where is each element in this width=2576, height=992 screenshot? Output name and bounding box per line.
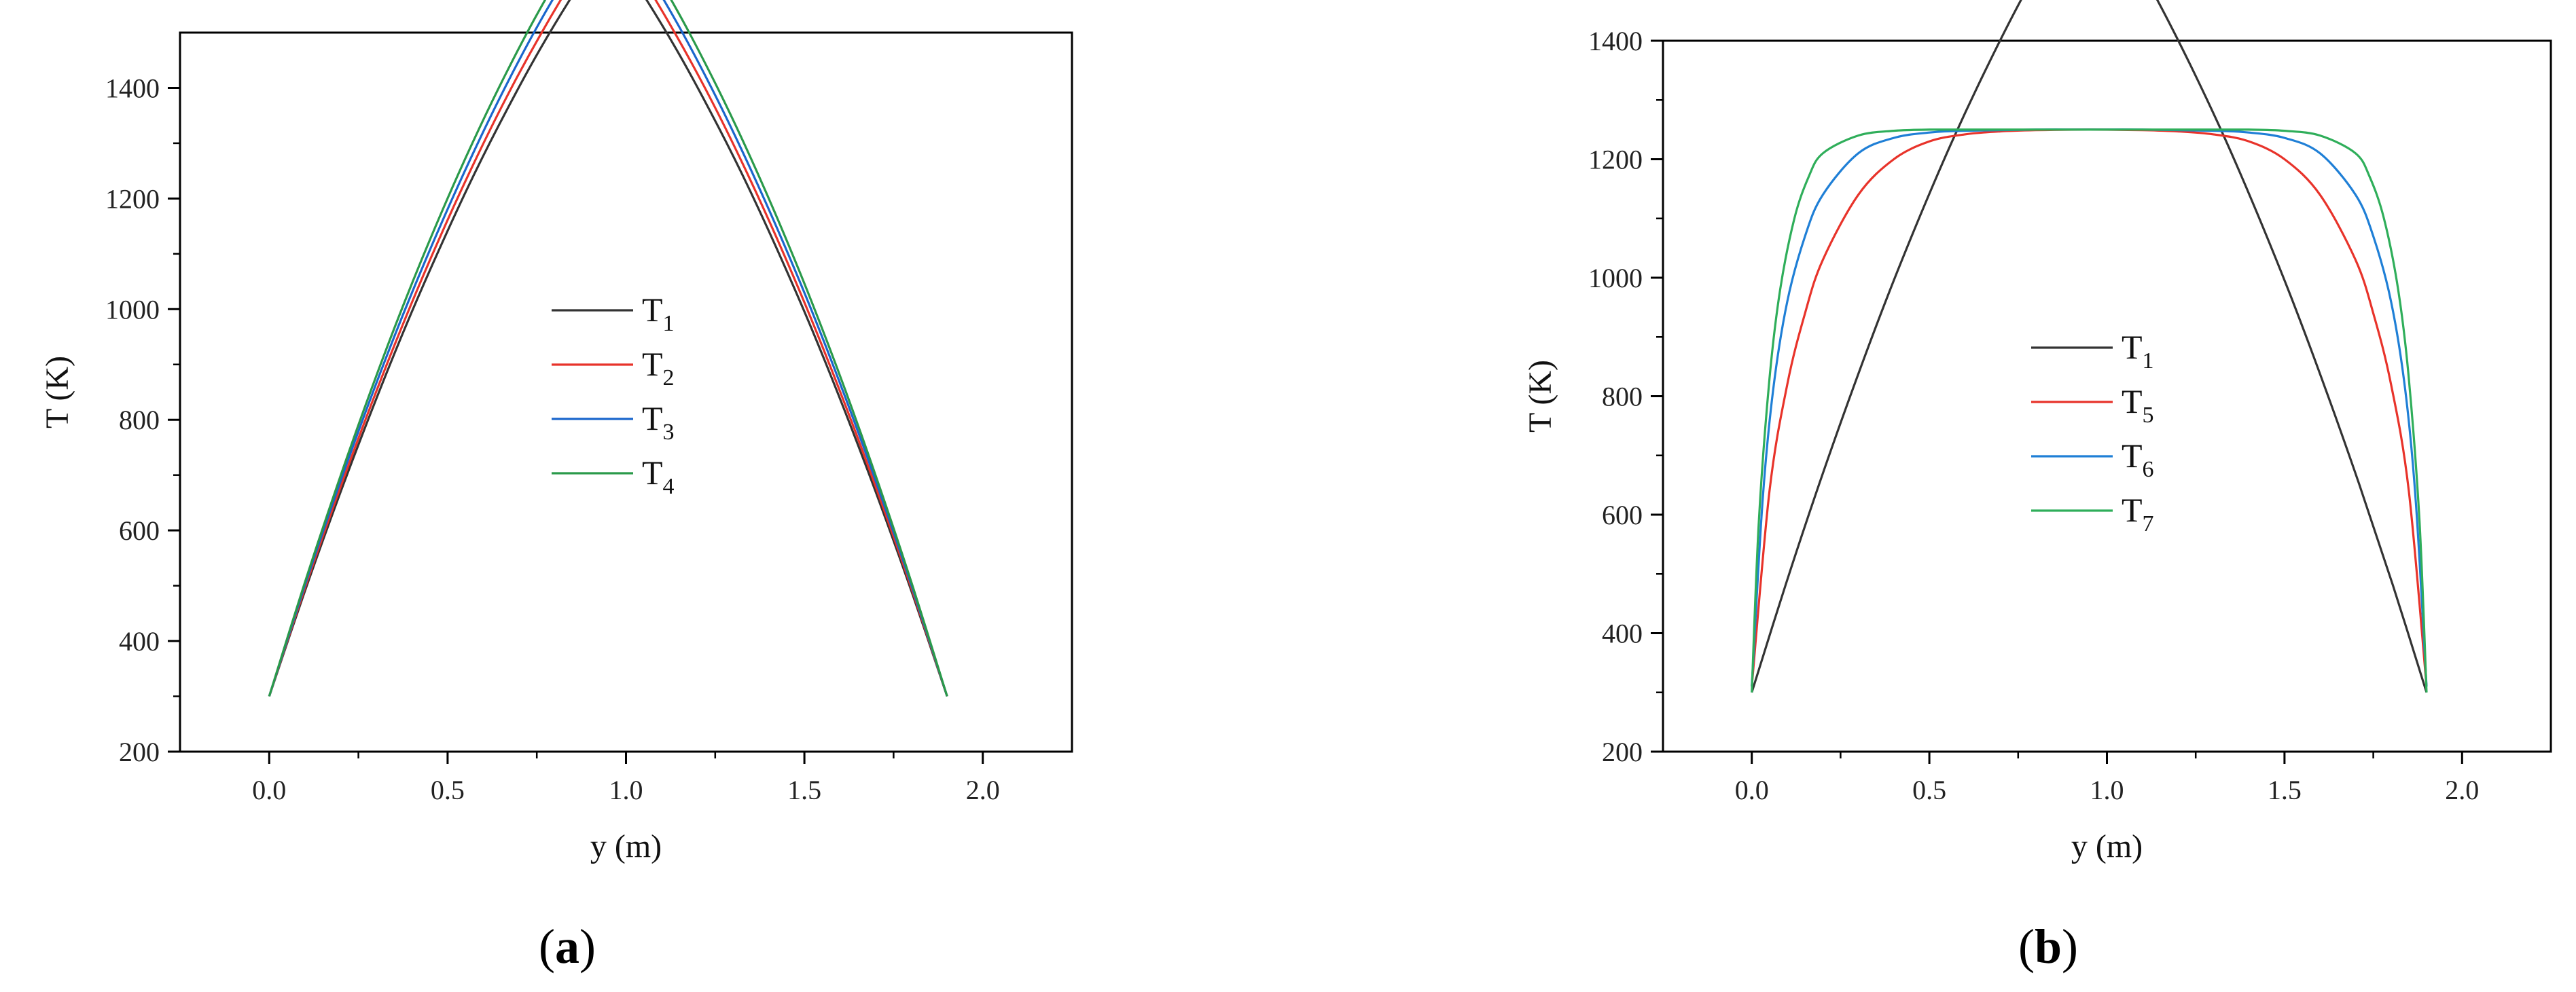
y-axis-label: T (K) <box>1522 360 1558 433</box>
y-axis-label: T (K) <box>39 356 75 428</box>
legend-label: T3 <box>642 399 675 445</box>
y-tick-label: 800 <box>1602 382 1643 412</box>
plot-frame <box>1662 39 2552 753</box>
plot-frame <box>179 31 1073 753</box>
legend-symbol: T <box>2122 382 2143 420</box>
legend-symbol: T <box>2122 328 2143 366</box>
series-line-T1 <box>268 0 948 697</box>
y-tick-label: 600 <box>1602 500 1643 530</box>
x-tick-label: 1.5 <box>2268 775 2302 805</box>
caption-letter: b <box>2035 919 2062 974</box>
panel-b-chart: 0.0 0.5 1.0 1.5 2.0 200 400 600 800 1000 1200 1400 y… <box>1522 0 2552 974</box>
y-tick-label: 400 <box>119 626 160 657</box>
x-tick-label: 0.0 <box>252 775 286 805</box>
legend-label: T2 <box>642 345 675 390</box>
panel-caption: (b) <box>2018 919 2078 974</box>
y-tick-label: 200 <box>119 737 160 767</box>
y-tick-label: 1400 <box>1588 26 1643 56</box>
series-line-T3 <box>268 0 948 697</box>
caption-paren-close: ) <box>2062 919 2078 974</box>
legend-label: T6 <box>2122 437 2154 482</box>
legend-subscript: 3 <box>663 420 675 445</box>
series-line-T1 <box>1751 0 2428 693</box>
x-tick-label: 1.0 <box>609 775 643 805</box>
series-line-T6 <box>1751 128 2428 687</box>
y-tick-label: 200 <box>1602 737 1643 767</box>
x-axis-label: y (m) <box>2071 828 2143 864</box>
x-tick-label: 1.0 <box>2090 775 2124 805</box>
legend-subscript: 6 <box>2143 457 2154 482</box>
y-tick-label: 400 <box>1602 619 1643 649</box>
panel-a-chart: 0.0 0.5 1.0 1.5 2.0 200 400 600 800 1000 1200 1400 y… <box>39 0 1073 974</box>
legend-symbol: T <box>642 454 663 492</box>
legend-label: T7 <box>2122 491 2154 536</box>
legend-subscript: 7 <box>2143 511 2154 536</box>
legend-label: T4 <box>642 454 675 499</box>
legend-label: T1 <box>2122 328 2154 373</box>
legend-subscript: 1 <box>663 311 675 336</box>
y-tick-label: 1000 <box>105 294 160 325</box>
legend-label: T5 <box>2122 382 2154 428</box>
y-tick-label: 1200 <box>1588 145 1643 175</box>
legend-symbol: T <box>2122 491 2143 529</box>
x-tick-label: 2.0 <box>2445 775 2479 805</box>
y-tick-label: 1400 <box>105 73 160 103</box>
x-tick-label: 0.0 <box>1735 775 1769 805</box>
x-tick-label: 2.0 <box>966 775 1000 805</box>
caption-paren-close: ) <box>579 919 596 974</box>
caption-paren-open: ( <box>2018 919 2035 974</box>
y-tick-label: 800 <box>119 405 160 435</box>
x-tick-label: 1.5 <box>787 775 821 805</box>
legend-subscript: 2 <box>663 365 675 390</box>
series-line-T7 <box>1751 128 2428 693</box>
y-tick-label: 600 <box>119 515 160 546</box>
legend-symbol: T <box>2122 437 2143 475</box>
x-tick-label: 0.5 <box>431 775 465 805</box>
x-tick-label: 0.5 <box>1912 775 1946 805</box>
series-line-T2 <box>268 0 948 697</box>
series-line-T4 <box>268 0 948 697</box>
legend-symbol: T <box>642 345 663 383</box>
legend-symbol: T <box>642 291 663 329</box>
y-tick-label: 1200 <box>105 183 160 214</box>
y-tick-label: 1000 <box>1588 263 1643 293</box>
panel-caption: (a) <box>539 919 596 974</box>
legend-subscript: 1 <box>2143 348 2154 373</box>
series-line-T5 <box>1751 128 2428 687</box>
legend-subscript: 5 <box>2143 403 2154 428</box>
legend-label: T1 <box>642 291 675 336</box>
caption-letter: a <box>555 919 579 974</box>
legend-symbol: T <box>642 399 663 437</box>
x-axis-label: y (m) <box>590 828 662 864</box>
legend-subscript: 4 <box>663 474 675 499</box>
caption-paren-open: ( <box>539 919 555 974</box>
